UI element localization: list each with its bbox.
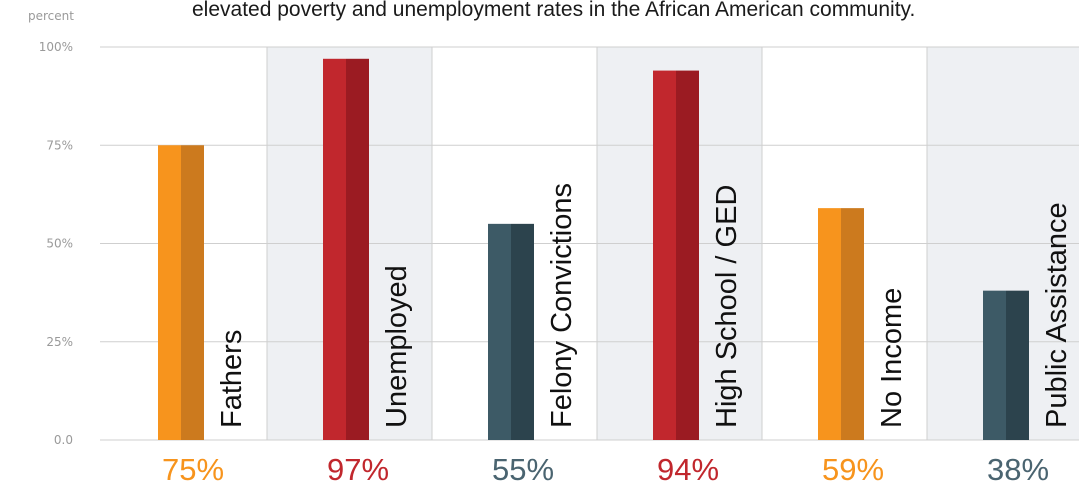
category-label: Felony Convictions: [546, 183, 578, 428]
value-label: 55%: [492, 452, 554, 487]
value-label: 97%: [327, 452, 389, 487]
category-label: No Income: [876, 288, 908, 428]
y-axis-label: percent: [28, 9, 74, 23]
value-label: 38%: [987, 452, 1049, 487]
bar-face-light: [818, 208, 841, 440]
y-tick-label: 50%: [46, 237, 73, 251]
bar-face-light: [983, 290, 1006, 440]
value-labels: 75% 97% 55% 94% 59% 38%: [162, 452, 1049, 487]
bar-face-dark: [181, 145, 204, 440]
bar-face-dark: [346, 58, 369, 440]
bar-face-light: [488, 223, 511, 440]
bar: [818, 208, 864, 440]
category-label: High School / GED: [711, 185, 743, 428]
y-tick-label: 0.0: [54, 433, 73, 447]
bar-face-light: [653, 70, 676, 440]
bar: [158, 145, 204, 440]
y-tick-label: 100%: [39, 40, 73, 54]
value-label: 94%: [657, 452, 719, 487]
y-tick-label: 75%: [46, 138, 73, 152]
bar-face-light: [323, 58, 346, 440]
y-axis-ticks: 0.0 25% 50% 75% 100%: [39, 40, 73, 447]
category-label: Unemployed: [381, 265, 413, 428]
bar-face-dark: [1006, 290, 1029, 440]
bar-face-dark: [511, 223, 534, 440]
y-tick-label: 25%: [46, 335, 73, 349]
chart-title: elevated poverty and unemployment rates …: [192, 0, 915, 21]
bar-face-dark: [676, 70, 699, 440]
bar-face-dark: [841, 208, 864, 440]
category-labels: Fathers Unemployed Felony Convictions High …: [216, 183, 1073, 428]
bar: [488, 223, 534, 440]
grid-lines: [100, 46, 1079, 441]
category-label: Fathers: [216, 330, 248, 428]
bar: [653, 70, 699, 440]
value-label: 59%: [822, 452, 884, 487]
category-label: Public Assistance: [1041, 202, 1073, 428]
bar: [983, 290, 1029, 440]
bar: [323, 58, 369, 440]
bars: [158, 58, 1029, 440]
bar-face-light: [158, 145, 181, 440]
value-label: 75%: [162, 452, 224, 487]
